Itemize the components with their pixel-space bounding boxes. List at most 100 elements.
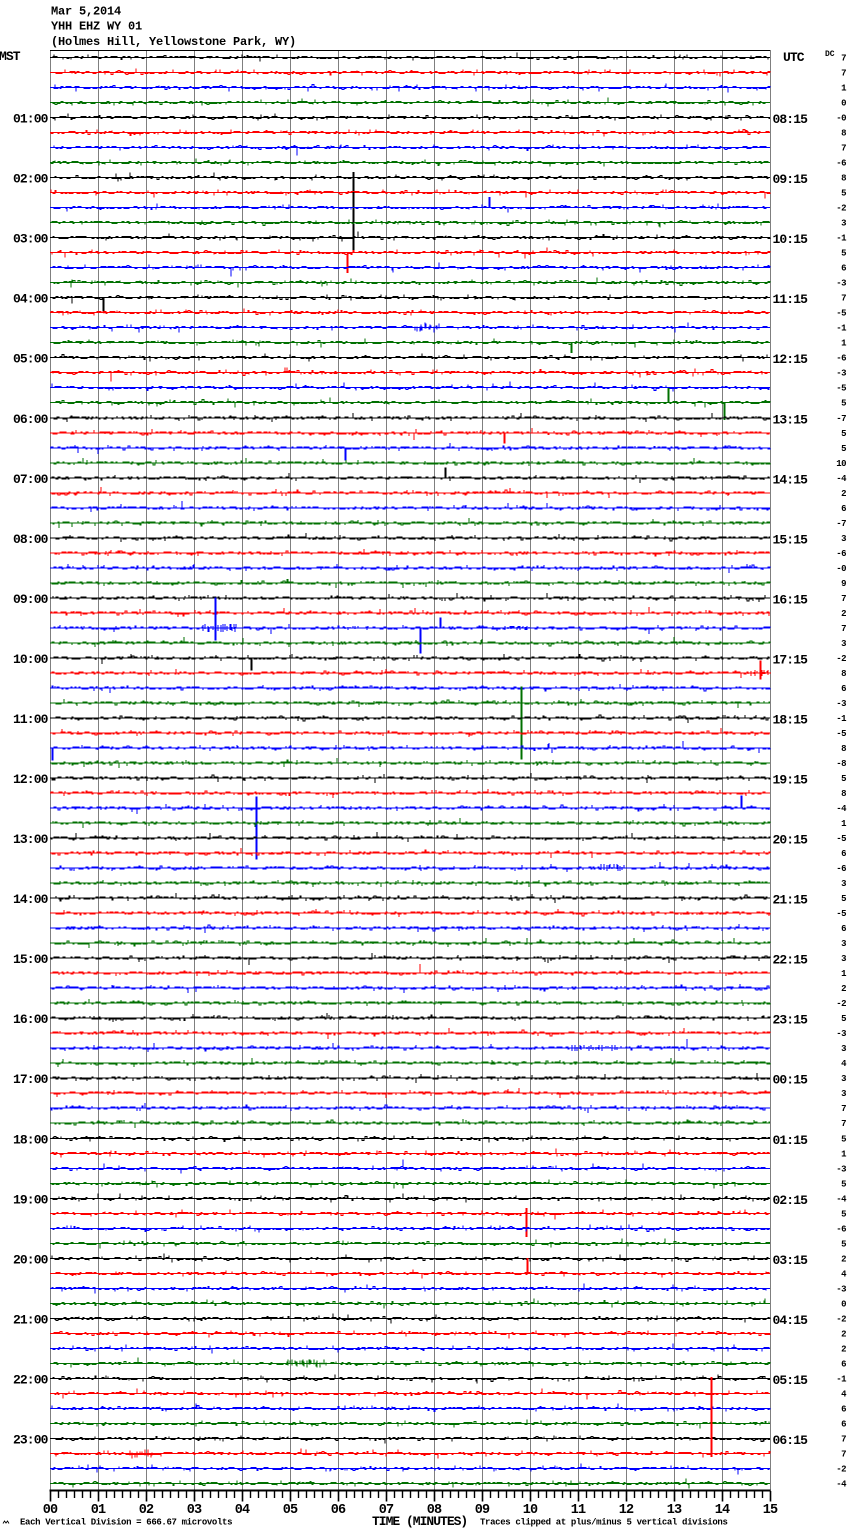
svg-text:11:00: 11:00 xyxy=(13,712,49,727)
svg-text:-6: -6 xyxy=(836,354,846,364)
svg-text:7: 7 xyxy=(841,54,846,64)
svg-text:15:00: 15:00 xyxy=(13,952,49,967)
svg-text:(Holmes Hill, Yellowstone Park: (Holmes Hill, Yellowstone Park, WY) xyxy=(51,35,296,49)
svg-text:3: 3 xyxy=(841,639,846,649)
svg-text:3: 3 xyxy=(841,1074,846,1084)
svg-text:7: 7 xyxy=(841,69,846,79)
svg-text:5: 5 xyxy=(841,1134,846,1144)
svg-text:3: 3 xyxy=(841,1089,846,1099)
svg-text:01: 01 xyxy=(91,1503,106,1518)
svg-text:07:00: 07:00 xyxy=(13,472,49,487)
svg-text:-5: -5 xyxy=(836,309,846,319)
svg-text:2: 2 xyxy=(841,984,846,994)
svg-text:5: 5 xyxy=(841,774,846,784)
svg-text:-3: -3 xyxy=(836,1029,846,1039)
svg-text:23:15: 23:15 xyxy=(773,1013,809,1028)
svg-text:-5: -5 xyxy=(836,834,846,844)
svg-text:16:00: 16:00 xyxy=(13,1012,49,1027)
svg-text:04:15: 04:15 xyxy=(773,1313,809,1328)
svg-text:01:00: 01:00 xyxy=(13,112,49,127)
svg-text:8: 8 xyxy=(841,174,846,184)
svg-text:6: 6 xyxy=(841,504,846,514)
svg-text:13:00: 13:00 xyxy=(13,832,49,847)
svg-text:2: 2 xyxy=(841,609,846,619)
svg-text:21:15: 21:15 xyxy=(773,893,809,908)
svg-text:06:15: 06:15 xyxy=(773,1433,809,1448)
svg-text:7: 7 xyxy=(841,1119,846,1129)
svg-text:Traces clipped at plus/minus 5: Traces clipped at plus/minus 5 vertical … xyxy=(480,1518,728,1528)
svg-text:1: 1 xyxy=(841,1149,847,1159)
svg-text:-5: -5 xyxy=(836,909,846,919)
svg-text:1: 1 xyxy=(841,969,847,979)
svg-text:16:15: 16:15 xyxy=(773,592,809,607)
svg-text:5: 5 xyxy=(841,429,846,439)
svg-text:15: 15 xyxy=(763,1503,778,1518)
svg-text:2: 2 xyxy=(841,489,846,499)
svg-text:19:00: 19:00 xyxy=(13,1192,49,1207)
svg-text:-3: -3 xyxy=(836,1284,846,1294)
svg-text:9: 9 xyxy=(841,579,846,589)
svg-text:TIME (MINUTES): TIME (MINUTES) xyxy=(372,1514,467,1529)
svg-text:02:00: 02:00 xyxy=(13,172,49,187)
svg-text:YHH EHZ WY 01: YHH EHZ WY 01 xyxy=(51,20,142,34)
svg-text:13:15: 13:15 xyxy=(773,412,809,427)
svg-text:18:00: 18:00 xyxy=(13,1132,49,1147)
svg-text:6: 6 xyxy=(841,849,846,859)
svg-text:8: 8 xyxy=(841,129,846,139)
svg-text:10: 10 xyxy=(836,459,846,469)
svg-text:1: 1 xyxy=(841,339,847,349)
svg-text:02: 02 xyxy=(139,1503,154,1518)
svg-text:2: 2 xyxy=(841,1329,846,1339)
svg-text:05:00: 05:00 xyxy=(13,352,49,367)
svg-text:-0: -0 xyxy=(836,564,846,574)
svg-text:09:15: 09:15 xyxy=(773,172,809,187)
svg-text:14:15: 14:15 xyxy=(773,472,809,487)
svg-text:09:00: 09:00 xyxy=(13,592,49,607)
svg-text:5: 5 xyxy=(841,249,846,259)
svg-text:6: 6 xyxy=(841,1359,846,1369)
svg-text:-6: -6 xyxy=(836,1224,846,1234)
svg-text:5: 5 xyxy=(841,1014,846,1024)
svg-text:03: 03 xyxy=(187,1503,202,1518)
svg-text:17:15: 17:15 xyxy=(773,652,809,667)
svg-text:7: 7 xyxy=(841,294,846,304)
svg-text:3: 3 xyxy=(841,954,846,964)
svg-text:22:15: 22:15 xyxy=(773,953,809,968)
svg-text:04: 04 xyxy=(235,1503,250,1518)
svg-text:03:15: 03:15 xyxy=(773,1253,809,1268)
svg-text:4: 4 xyxy=(841,1059,847,1069)
svg-text:20:00: 20:00 xyxy=(13,1252,49,1267)
svg-text:8: 8 xyxy=(841,669,846,679)
svg-text:8: 8 xyxy=(841,789,846,799)
svg-text:-3: -3 xyxy=(836,699,846,709)
svg-text:20:15: 20:15 xyxy=(773,833,809,848)
svg-text:-2: -2 xyxy=(836,654,846,664)
svg-text:03:00: 03:00 xyxy=(13,232,49,247)
svg-text:-1: -1 xyxy=(836,234,847,244)
svg-text:-4: -4 xyxy=(836,1479,847,1489)
svg-text:3: 3 xyxy=(841,534,846,544)
svg-text:-4: -4 xyxy=(836,804,847,814)
svg-text:-2: -2 xyxy=(836,999,846,1009)
svg-text:08:15: 08:15 xyxy=(773,112,809,127)
svg-text:7: 7 xyxy=(841,1104,846,1114)
svg-text:DC: DC xyxy=(825,50,835,59)
svg-text:-2: -2 xyxy=(836,1464,846,1474)
svg-text:Mar 5,2014: Mar 5,2014 xyxy=(51,5,121,19)
svg-text:-4: -4 xyxy=(836,1194,847,1204)
svg-text:14:00: 14:00 xyxy=(13,892,49,907)
svg-text:Each Vertical Division = 666.: Each Vertical Division = 666.67 microvol… xyxy=(20,1518,232,1528)
svg-text:06: 06 xyxy=(331,1503,346,1518)
svg-text:6: 6 xyxy=(841,924,846,934)
svg-text:-5: -5 xyxy=(836,729,846,739)
svg-text:6: 6 xyxy=(841,684,846,694)
svg-text:21:00: 21:00 xyxy=(13,1312,49,1327)
svg-text:-3: -3 xyxy=(836,369,846,379)
svg-text:-7: -7 xyxy=(836,519,846,529)
svg-text:19:15: 19:15 xyxy=(773,773,809,788)
svg-text:5: 5 xyxy=(841,894,846,904)
svg-text:7: 7 xyxy=(841,144,846,154)
svg-text:7: 7 xyxy=(841,624,846,634)
svg-text:5: 5 xyxy=(841,444,846,454)
svg-text:23:00: 23:00 xyxy=(13,1432,49,1447)
